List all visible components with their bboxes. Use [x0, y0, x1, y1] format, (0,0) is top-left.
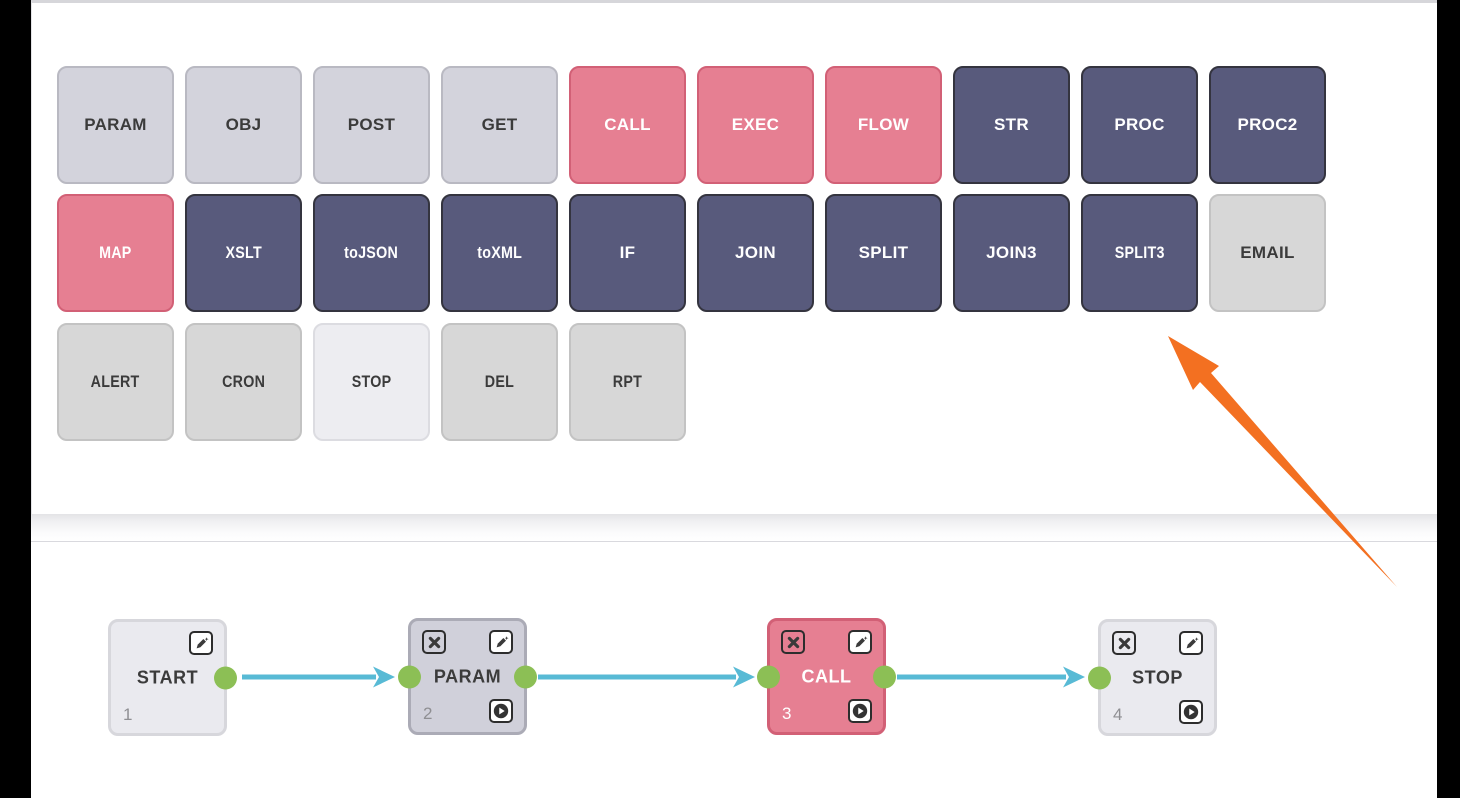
panel-divider [31, 514, 1437, 542]
flow-node-start[interactable]: START 1 [108, 619, 237, 736]
palette-block-post[interactable]: POST [313, 66, 430, 184]
palette-block-split3[interactable]: SPLIT3 [1081, 194, 1198, 312]
palette-block-label: SPLIT3 [1114, 243, 1165, 262]
palette-block-tojson[interactable]: toJSON [313, 194, 430, 312]
x-icon [787, 636, 799, 648]
palette-block-stop[interactable]: STOP [313, 323, 430, 441]
palette-row-2: MAP XSLT toJSON toXML IF JOIN SPLIT JOIN… [57, 194, 1326, 312]
palette-block-toxml[interactable]: toXML [441, 194, 558, 312]
pencil-icon [855, 635, 868, 647]
palette-block-label: MAP [99, 243, 132, 262]
palette-block-label: STOP [351, 372, 392, 391]
palette-block-email[interactable]: EMAIL [1209, 194, 1326, 312]
x-icon [428, 636, 440, 648]
connector-dot[interactable] [214, 666, 237, 689]
node-label: STOP [1132, 667, 1183, 687]
play-icon [852, 703, 868, 719]
left-black-bar [0, 0, 31, 798]
palette-block-label: FLOW [857, 115, 910, 134]
palette-block-label: STR [994, 115, 1029, 134]
palette-block-if[interactable]: IF [569, 194, 686, 312]
close-icon[interactable] [781, 630, 805, 654]
pencil-icon [1186, 636, 1199, 648]
flow-node-stop[interactable]: STOP 4 [1088, 619, 1217, 736]
edit-icon[interactable] [1179, 631, 1203, 655]
run-icon[interactable] [1179, 700, 1203, 724]
palette-block-label: JOIN [735, 243, 776, 262]
palette-block-xslt[interactable]: XSLT [185, 194, 302, 312]
close-icon[interactable] [1112, 631, 1136, 655]
palette-block-label: EMAIL [1240, 243, 1295, 262]
palette-block-map[interactable]: MAP [57, 194, 174, 312]
palette-block-join[interactable]: JOIN [697, 194, 814, 312]
palette-block-exec[interactable]: EXEC [697, 66, 814, 184]
connector-dot[interactable] [398, 665, 421, 688]
palette-block-label: SPLIT [858, 243, 909, 262]
node-number: 3 [782, 704, 792, 723]
run-icon[interactable] [489, 699, 513, 723]
play-icon [1183, 704, 1199, 720]
palette-block-label: OBJ [225, 115, 262, 134]
palette-block-join3[interactable]: JOIN3 [953, 194, 1070, 312]
palette-block-cron[interactable]: CRON [185, 323, 302, 441]
palette-block-rpt[interactable]: RPT [569, 323, 686, 441]
right-black-bar [1437, 0, 1460, 798]
flow-node-call[interactable]: CALL 3 [757, 618, 896, 735]
palette-block-label: POST [347, 115, 396, 134]
connector-dot[interactable] [1088, 666, 1111, 689]
palette-block-label: EXEC [731, 115, 780, 134]
palette-block-split[interactable]: SPLIT [825, 194, 942, 312]
palette-row-1: PARAM OBJ POST GET CALL EXEC FLOW STR PR… [57, 66, 1326, 184]
node-number: 2 [423, 704, 433, 723]
close-icon[interactable] [422, 630, 446, 654]
flow-connection-start-param[interactable] [242, 666, 395, 688]
palette-block-alert[interactable]: ALERT [57, 323, 174, 441]
palette-block-label: XSLT [225, 243, 262, 262]
palette-block-get[interactable]: GET [441, 66, 558, 184]
play-icon [493, 703, 509, 719]
palette-row-3: ALERT CRON STOP DEL RPT [57, 323, 686, 441]
node-label: CALL [801, 666, 852, 686]
edit-icon[interactable] [489, 630, 513, 654]
x-icon [1118, 637, 1130, 649]
palette-block-label: RPT [612, 372, 643, 391]
palette-block-label: PROC2 [1237, 115, 1298, 134]
node-number: 1 [123, 705, 133, 724]
palette-block-label: GET [481, 115, 518, 134]
node-label: START [136, 667, 199, 687]
palette-block-del[interactable]: DEL [441, 323, 558, 441]
palette-block-label: ALERT [91, 372, 140, 391]
palette-block-label: toJSON [344, 243, 399, 262]
palette-block-label: DEL [484, 372, 515, 391]
flow-connection-param-call[interactable] [538, 666, 755, 688]
palette-block-label: IF [619, 243, 636, 262]
palette-block-param[interactable]: PARAM [57, 66, 174, 184]
flow-connection-call-stop[interactable] [897, 666, 1085, 688]
palette-block-label: CRON [221, 372, 266, 391]
palette-block-label: JOIN3 [986, 243, 1037, 262]
pencil-icon [496, 635, 509, 647]
node-label: PARAM [433, 666, 502, 686]
flow-node-param[interactable]: PARAM 2 [398, 618, 537, 735]
edit-icon[interactable] [848, 630, 872, 654]
connector-dot[interactable] [873, 665, 896, 688]
palette-panel: PARAM OBJ POST GET CALL EXEC FLOW STR PR… [31, 0, 1437, 514]
run-icon[interactable] [848, 699, 872, 723]
pencil-icon [196, 636, 209, 648]
node-number: 4 [1113, 705, 1123, 724]
palette-block-label: toXML [477, 243, 522, 262]
palette-block-proc[interactable]: PROC [1081, 66, 1198, 184]
palette-block-proc2[interactable]: PROC2 [1209, 66, 1326, 184]
palette-block-flow[interactable]: FLOW [825, 66, 942, 184]
palette-block-str[interactable]: STR [953, 66, 1070, 184]
palette-block-call[interactable]: CALL [569, 66, 686, 184]
palette-block-obj[interactable]: OBJ [185, 66, 302, 184]
edit-icon[interactable] [189, 631, 213, 655]
connector-dot[interactable] [757, 665, 780, 688]
palette-block-label: PARAM [84, 115, 147, 134]
palette-block-label: PROC [1114, 115, 1165, 134]
connector-dot[interactable] [514, 665, 537, 688]
palette-block-label: CALL [604, 115, 651, 134]
